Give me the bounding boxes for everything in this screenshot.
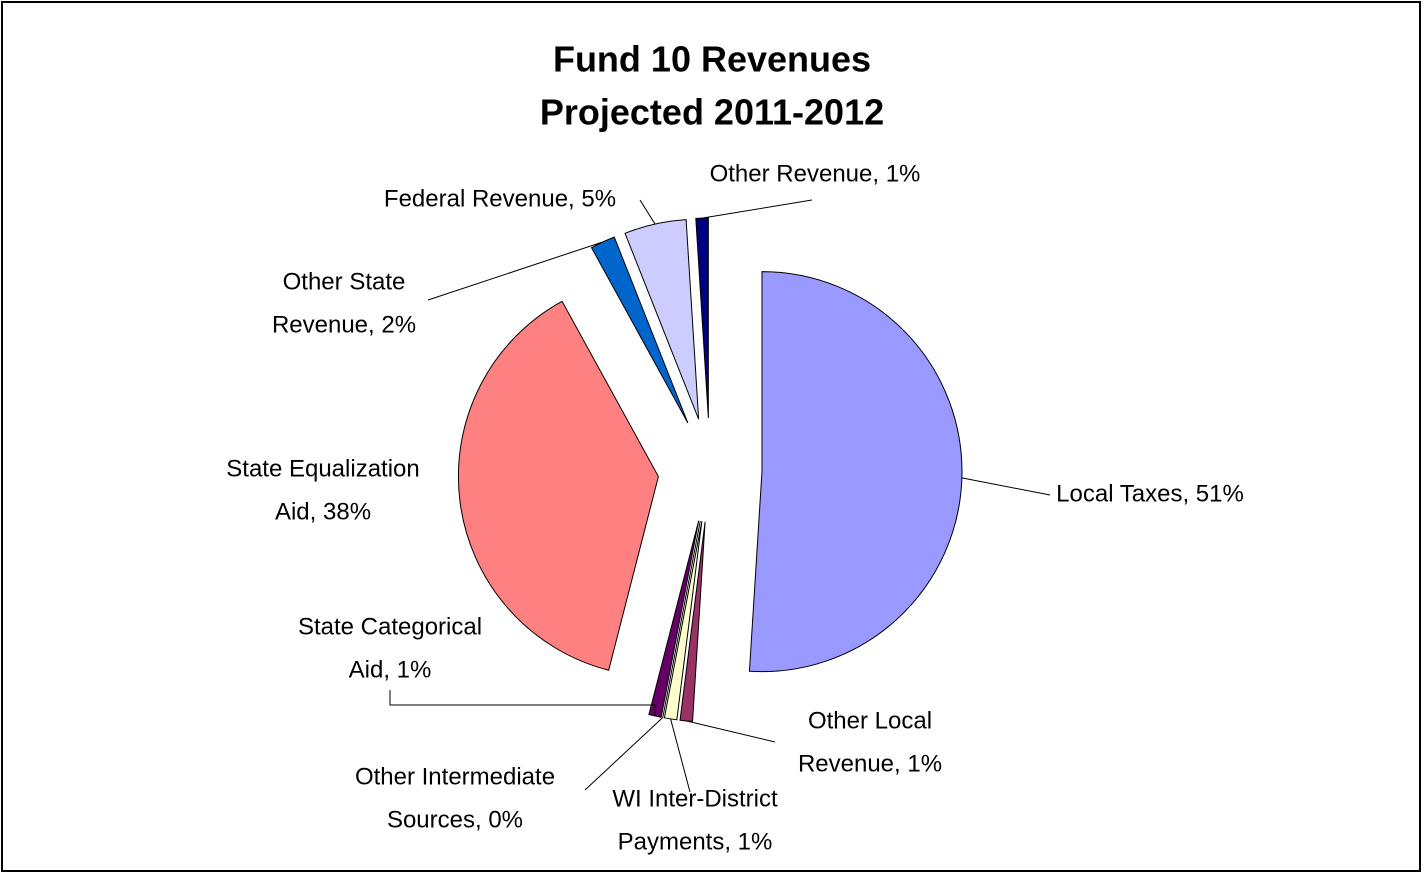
chart-title: Fund 10 Revenues — [553, 39, 871, 80]
pie-slice — [748, 271, 963, 673]
leader-line — [584, 717, 664, 791]
leader-line — [686, 720, 776, 743]
leader-line — [961, 477, 1051, 496]
data-label: WI Inter-District — [612, 785, 778, 812]
data-label: Aid, 38% — [275, 498, 371, 525]
data-label: Other Intermediate — [355, 763, 555, 790]
data-label: State Equalization — [226, 455, 419, 482]
data-label: Sources, 0% — [387, 806, 523, 833]
data-label: Other Local — [808, 707, 932, 734]
leader-line — [427, 241, 603, 301]
data-label: Revenue, 2% — [272, 311, 416, 338]
data-label: Other State — [283, 268, 406, 295]
data-label: Other Revenue, 1% — [710, 160, 921, 187]
pie-slice — [624, 219, 700, 420]
leader-line — [702, 199, 813, 219]
data-label: Revenue, 1% — [798, 750, 942, 777]
data-label: Federal Revenue, 5% — [384, 185, 616, 212]
data-label: Aid, 1% — [349, 656, 432, 683]
data-label: Payments, 1% — [618, 828, 773, 855]
pie-slice — [662, 520, 701, 718]
leader-line — [639, 199, 656, 225]
leader-line — [670, 718, 691, 793]
chart-title: Projected 2011-2012 — [540, 92, 884, 133]
data-label: State Categorical — [298, 613, 482, 640]
data-label: Local Taxes, 51% — [1056, 480, 1244, 507]
pie-slice — [457, 300, 659, 671]
pie-slice — [590, 236, 689, 424]
leader-line — [389, 690, 656, 716]
